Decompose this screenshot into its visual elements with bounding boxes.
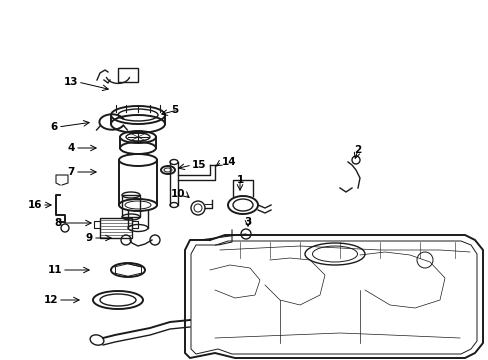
Text: 16: 16 xyxy=(27,200,42,210)
Text: 11: 11 xyxy=(47,265,62,275)
Text: 8: 8 xyxy=(55,218,62,228)
Text: 2: 2 xyxy=(354,145,361,155)
Text: 3: 3 xyxy=(244,217,251,227)
Text: 1: 1 xyxy=(236,175,243,185)
Text: 13: 13 xyxy=(63,77,78,87)
Bar xyxy=(122,195,140,217)
Bar xyxy=(100,218,132,238)
Text: 15: 15 xyxy=(192,160,206,170)
Text: 5: 5 xyxy=(170,105,178,115)
Text: 12: 12 xyxy=(43,295,58,305)
Text: 6: 6 xyxy=(51,122,58,132)
Text: 14: 14 xyxy=(222,157,236,167)
Text: 10: 10 xyxy=(170,189,184,199)
Text: 7: 7 xyxy=(67,167,75,177)
Text: 4: 4 xyxy=(67,143,75,153)
Text: 9: 9 xyxy=(86,233,93,243)
Bar xyxy=(118,68,138,82)
